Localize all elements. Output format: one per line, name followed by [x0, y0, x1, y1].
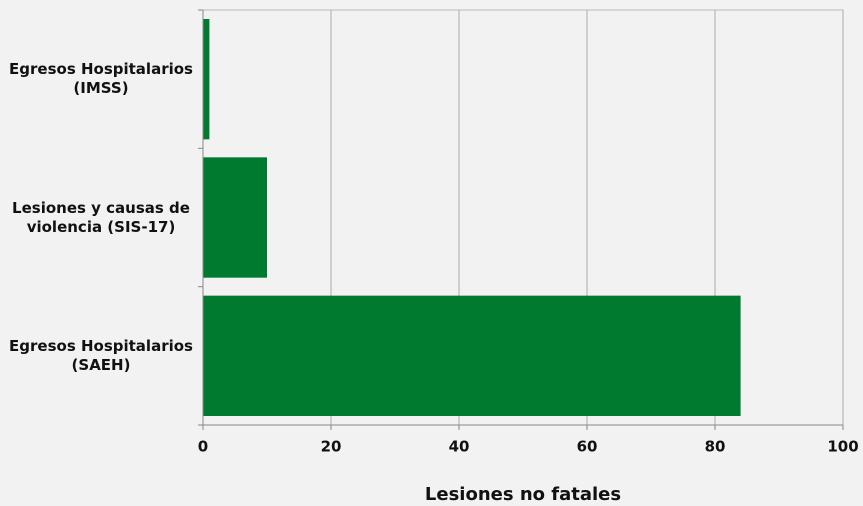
bar — [203, 295, 741, 417]
x-tick-label: 100 — [827, 438, 858, 456]
y-tick-label: Egresos Hospitalarios (IMSS) — [9, 60, 193, 98]
x-tick-label: 40 — [449, 438, 470, 456]
x-axis-title: Lesiones no fatales — [425, 484, 621, 505]
x-tick-label: 20 — [321, 438, 342, 456]
x-tick-label: 60 — [577, 438, 598, 456]
y-tick-label: Lesiones y causas de violencia (SIS-17) — [12, 198, 190, 236]
x-tick-label: 0 — [198, 438, 208, 456]
x-tick-label: 80 — [705, 438, 726, 456]
y-tick-label: Egresos Hospitalarios (SAEH) — [9, 336, 193, 374]
bar — [203, 18, 210, 140]
bar — [203, 157, 267, 278]
